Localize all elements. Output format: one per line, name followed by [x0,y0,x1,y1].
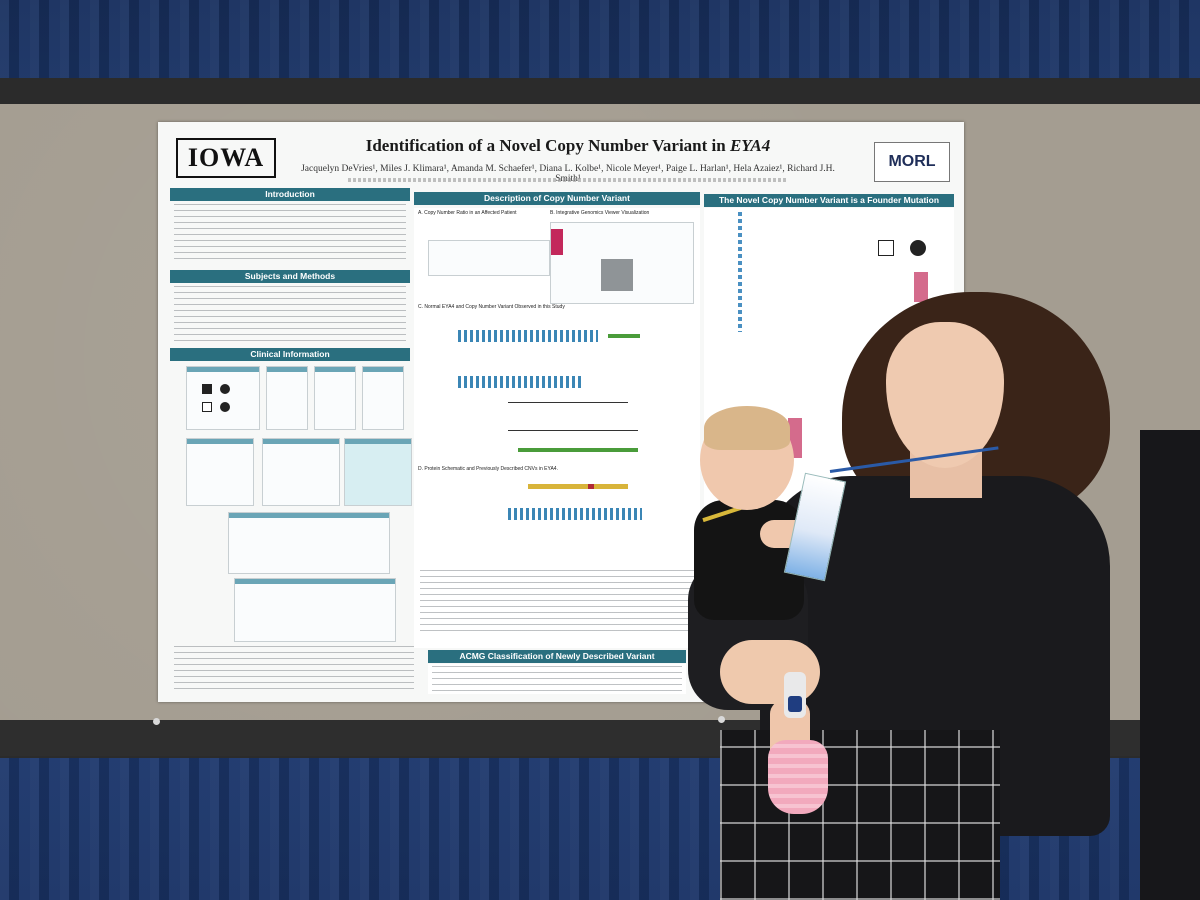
acmg-text [432,666,682,692]
pedigree-symbol [910,240,926,256]
pedigree-family-1 [186,366,260,430]
variant-track [518,448,638,452]
audiogram [362,366,404,430]
junction-line [508,430,638,431]
igv-visualization [550,222,694,304]
affiliation-line [348,178,788,182]
audiogram [314,366,356,430]
board-post [1140,430,1200,900]
previous-cnv-track [508,508,642,520]
section-cnv-description: Description of Copy Number Variant [414,192,700,205]
push-pin [718,716,725,723]
iowa-logo: IOWA [176,138,276,178]
section-acmg: ACMG Classification of Newly Described V… [428,650,686,663]
junction-line [508,402,628,403]
poster-title: Identification of a Novel Copy Number Va… [365,136,771,155]
woman-face [886,322,1004,468]
methods-text [174,286,406,344]
section-introduction: Introduction [170,188,410,201]
figure-2-caption [420,570,696,636]
cnv-gene-track [458,376,582,388]
gene-arrow [608,334,640,338]
pedigree-symbol [202,402,212,412]
baby-pink-sock [768,740,828,814]
push-pin [153,718,160,725]
pedigree-family-4 [228,512,390,574]
pedigree-family-5 [234,578,396,642]
panel-c-label: C. Normal EYA4 and Copy Number Variant O… [418,304,565,310]
audiogram [266,366,308,430]
normal-eya4-gene-track [458,330,598,342]
pedigree-symbol [202,384,212,394]
morl-logo: MORL [874,142,950,182]
panel-d-label: D. Protein Schematic and Previously Desc… [418,466,558,472]
baby-hair [704,406,790,450]
section-clinical-info: Clinical Information [170,348,410,361]
pedigree-symbol [878,240,894,256]
figure-1-caption [174,646,414,694]
pedigree-symbol [220,402,230,412]
section-founder: The Novel Copy Number Variant is a Found… [704,194,954,207]
haplotype-markers [738,212,742,332]
copy-number-plot [428,240,550,276]
smartwatch-icon [788,696,802,712]
phenotype-box [344,438,412,506]
panel-a-label: A. Copy Number Ratio in an Affected Pati… [418,210,517,216]
pedigree-family-2 [186,438,254,506]
panel-b-label: B. Integrative Genomics Viewer Visualiza… [550,210,650,216]
pedigree-symbol [220,384,230,394]
introduction-text [174,204,406,264]
section-subjects-methods: Subjects and Methods [170,270,410,283]
haplotype-highlight [914,272,928,302]
plaid-pants [720,730,1000,900]
protein-schematic [528,484,628,489]
pedigree-family-3 [262,438,340,506]
